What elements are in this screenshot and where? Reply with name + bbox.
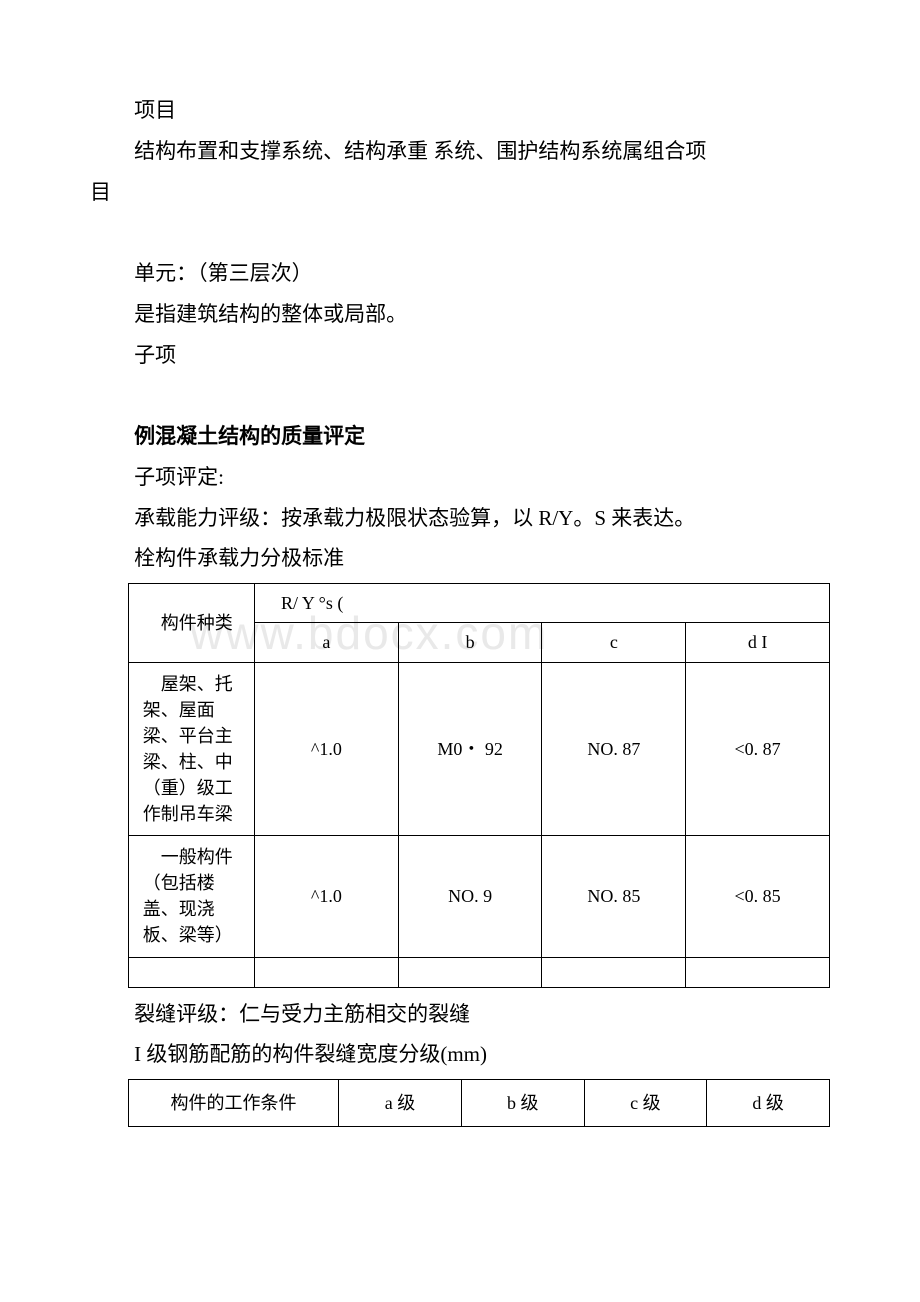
table-cell-text: 屋架、托架、屋面梁、平台主梁、柱、中（重）级工作制吊车梁 <box>143 674 233 824</box>
crack-width-table: 构件的工作条件 a 级 b 级 c 级 d 级 <box>128 1079 830 1127</box>
table-cell-text: 一般构件（包括楼盖、现浇板、梁等） <box>143 847 233 945</box>
table-header-cell: b <box>398 623 542 662</box>
paragraph: 裂缝评级：仁与受力主筋相交的裂缝 <box>90 994 830 1035</box>
table-cell: NO. 87 <box>542 662 686 836</box>
paragraph: 项目 <box>90 90 830 131</box>
table-header-cell: d 级 <box>707 1080 830 1127</box>
document-body: 项目 结构布置和支撑系统、结构承重 系统、围护结构系统属组合项 目 单元：（第三… <box>90 90 830 1127</box>
table-header-cell: 构件的工作条件 <box>128 1080 338 1127</box>
table-cell: NO. 85 <box>542 836 686 957</box>
table-cell: <0. 87 <box>686 662 830 836</box>
table-cell <box>255 957 399 987</box>
table-header-cell: d I <box>686 623 830 662</box>
table-cell: 构件种类 <box>161 613 233 633</box>
paragraph: 是指建筑结构的整体或局部。 <box>90 294 830 335</box>
table-cell <box>686 957 830 987</box>
table-header-cell: a 级 <box>339 1080 462 1127</box>
table-cell: <0. 85 <box>686 836 830 957</box>
table-empty-row <box>128 957 829 987</box>
paragraph: 栓构件承载力分极标准 <box>90 538 830 579</box>
paragraph: 单元：（第三层次） <box>90 253 830 294</box>
table-cell: ^1.0 <box>255 836 399 957</box>
table-header-row: 构件的工作条件 a 级 b 级 c 级 d 级 <box>128 1080 829 1127</box>
table-header-formula: R/ Y °s ( <box>255 584 830 623</box>
paragraph: 子项 <box>90 335 830 376</box>
table-row: 一般构件（包括楼盖、现浇板、梁等） ^1.0 NO. 9 NO. 85 <0. … <box>128 836 829 957</box>
table-cell <box>542 957 686 987</box>
blank-line <box>90 213 830 253</box>
bearing-capacity-table: 构件种类 R/ Y °s ( a b c d I 屋架、托架、屋面梁、平台主梁、… <box>128 583 830 987</box>
table-header-cell: a <box>255 623 399 662</box>
table-header-type: 构件种类 <box>128 584 254 662</box>
table-cell: ^1.0 <box>255 662 399 836</box>
table-cell <box>398 957 542 987</box>
table-cell: 屋架、托架、屋面梁、平台主梁、柱、中（重）级工作制吊车梁 <box>128 662 254 836</box>
paragraph-continuation: 目 <box>90 172 830 213</box>
heading: 例混凝土结构的质量评定 <box>90 416 830 457</box>
table-header-cell: c <box>542 623 686 662</box>
table-header-cell: b 级 <box>461 1080 584 1127</box>
table-header-cell: c 级 <box>584 1080 707 1127</box>
table-cell <box>128 957 254 987</box>
table-cell: NO. 9 <box>398 836 542 957</box>
table-row: 屋架、托架、屋面梁、平台主梁、柱、中（重）级工作制吊车梁 ^1.0 M0・ 92… <box>128 662 829 836</box>
paragraph: I 级钢筋配筋的构件裂缝宽度分级(mm) <box>90 1034 830 1075</box>
blank-line <box>90 376 830 416</box>
table-cell: M0・ 92 <box>398 662 542 836</box>
paragraph: 子项评定: <box>90 457 830 498</box>
paragraph: 结构布置和支撑系统、结构承重 系统、围护结构系统属组合项 <box>90 131 830 172</box>
paragraph: 承载能力评级：按承载力极限状态验算，以 R/Y。S 来表达。 <box>90 498 830 539</box>
table-header-row: 构件种类 R/ Y °s ( <box>128 584 829 623</box>
table-cell: 一般构件（包括楼盖、现浇板、梁等） <box>128 836 254 957</box>
